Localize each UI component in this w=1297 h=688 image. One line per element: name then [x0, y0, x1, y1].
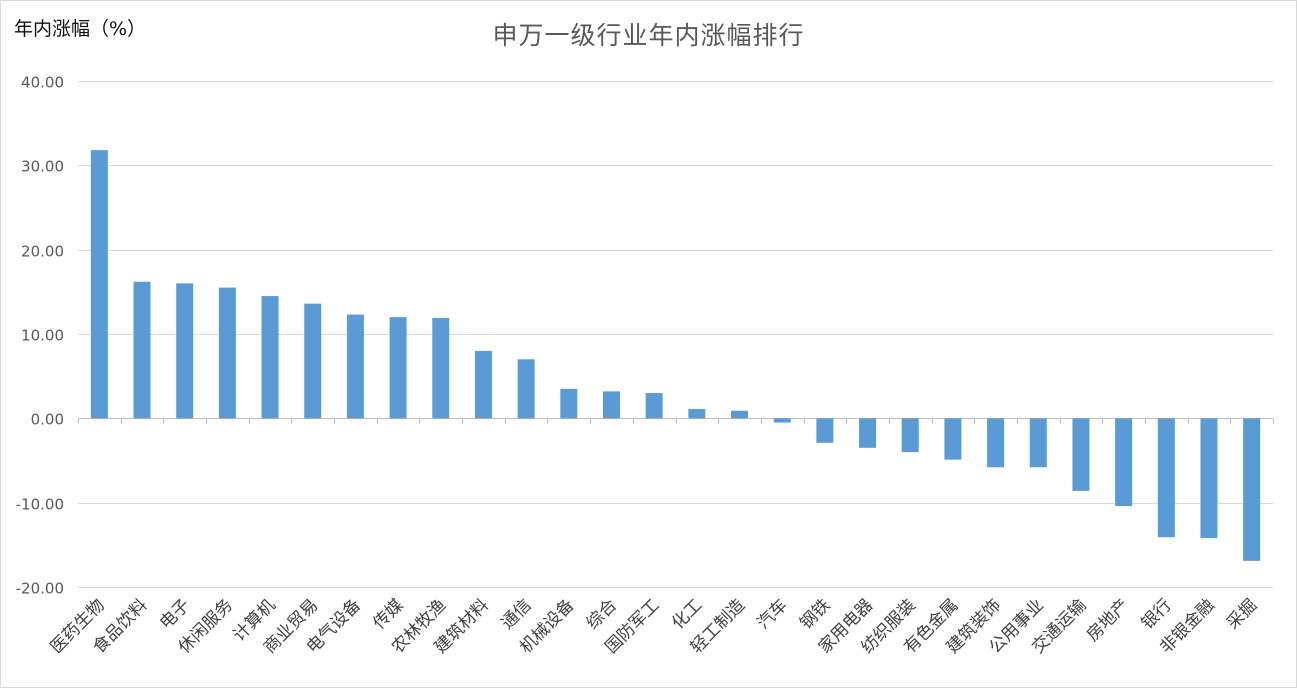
bar [474, 350, 492, 419]
y-tick-label: 30.00 [21, 158, 64, 176]
category-label: 房地产 [1083, 595, 1133, 645]
category-label: 通信 [497, 595, 535, 633]
bar [731, 410, 749, 419]
category-label: 传媒 [369, 595, 407, 633]
bar [773, 418, 791, 423]
bar [1029, 418, 1047, 468]
bar [987, 418, 1005, 468]
category-label: 电子 [156, 595, 194, 633]
y-tick-label: -20.00 [16, 580, 64, 598]
bar [816, 418, 834, 443]
y-tick-label: 0.00 [31, 411, 64, 429]
bar [1200, 418, 1218, 539]
bar [389, 317, 407, 419]
bar [602, 391, 620, 419]
bar [176, 283, 194, 419]
category-label: 汽车 [754, 595, 792, 633]
bar [901, 418, 919, 453]
category-label: 综合 [583, 595, 621, 633]
bar [346, 314, 364, 419]
chart-title: 申万一级行业年内涨幅排行 [492, 21, 805, 50]
bar [1157, 418, 1175, 538]
bar [304, 303, 322, 419]
category-label: 银行 [1138, 595, 1176, 633]
category-label: 钢铁 [796, 595, 834, 633]
bar [645, 393, 663, 419]
y-tick-label: 10.00 [21, 327, 64, 345]
bar [90, 150, 108, 419]
bar [859, 418, 877, 448]
bar [517, 359, 535, 419]
y-tick-label: -10.00 [16, 496, 64, 514]
category-label: 化工 [668, 595, 706, 633]
bar [1072, 418, 1090, 491]
y-tick-label: 20.00 [21, 243, 64, 261]
bar [133, 281, 151, 419]
y-tick-label: 40.00 [21, 74, 64, 92]
bar [432, 317, 450, 419]
bar [218, 287, 236, 419]
bar [944, 418, 962, 460]
bar [1115, 418, 1133, 507]
bar [560, 388, 578, 419]
bar [1243, 418, 1261, 561]
bar [688, 409, 706, 419]
category-label: 采掘 [1223, 595, 1261, 633]
bar [261, 296, 279, 419]
y-axis-label: 年内涨幅（%） [14, 18, 147, 40]
